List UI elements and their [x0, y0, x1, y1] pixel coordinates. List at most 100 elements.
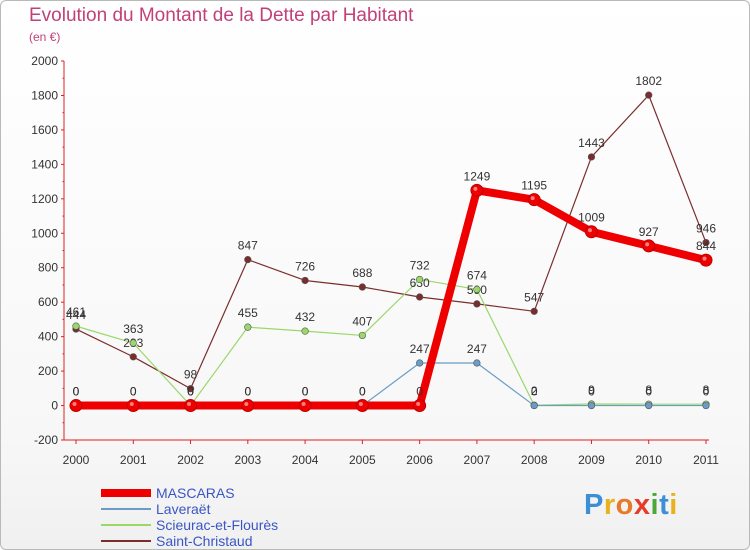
data-label-scieurac-et-flour-s: 0 [187, 385, 194, 399]
legend-swatch-scieurac [101, 524, 151, 526]
legend-item-mascaras: MASCARAS [101, 485, 278, 501]
data-point-highlight-mascaras [358, 402, 363, 407]
y-tick-label: 1400 [31, 157, 58, 171]
data-point-scieurac-et-flour-s [416, 275, 424, 284]
y-tick-label: 400 [38, 330, 58, 344]
data-point-mascaras [355, 399, 369, 413]
data-point-saint-christaud [358, 283, 366, 291]
data-label-mascaras: 0 [359, 385, 366, 399]
x-tick-label: 2000 [63, 453, 90, 467]
legend-item-saint-christaud: Saint-Christaud [101, 533, 278, 549]
data-label-mascaras: 0 [416, 385, 423, 399]
y-tick-label: 1000 [31, 226, 58, 240]
y-tick-label: 200 [38, 364, 58, 378]
data-label-scieurac-et-flour-s: 363 [123, 322, 143, 336]
data-point-scieurac-et-flour-s [358, 331, 366, 340]
data-label-lavera-t: 0 [302, 385, 309, 399]
data-point-highlight-mascaras [416, 402, 421, 407]
data-point-mascaras [298, 399, 312, 413]
data-label-scieurac-et-flour-s: 674 [467, 268, 487, 282]
legend-label-mascaras: MASCARAS [156, 485, 235, 501]
data-point-saint-christaud [702, 238, 710, 247]
data-point-highlight-mascaras [187, 402, 192, 407]
legend-label-saint-christaud: Saint-Christaud [156, 533, 253, 549]
data-label-saint-christaud: 98 [184, 368, 198, 382]
legend-swatch-mascaras [101, 489, 151, 497]
data-label-lavera-t: 0 [244, 385, 251, 399]
y-tick-label: 0 [51, 399, 58, 413]
data-point-mascaras [642, 239, 656, 253]
data-label-lavera-t: 0 [187, 385, 194, 399]
data-label-lavera-t: 0 [703, 385, 710, 399]
legend-label-scieurac: Scieurac-et-Flourès [156, 517, 279, 533]
x-tick-label: 2011 [693, 453, 719, 467]
data-label-scieurac-et-flour-s: 8 [703, 383, 710, 397]
legend-swatch-laveraet [101, 508, 151, 510]
x-tick-label: 2004 [292, 453, 319, 467]
series-line-mascaras [72, 186, 710, 410]
data-point-mascaras [470, 183, 484, 197]
data-point-mascaras [184, 399, 198, 413]
data-point-scieurac-et-flour-s [244, 323, 252, 331]
legend: MASCARAS Laveraët Scieurac-et-Flourès Sa… [101, 485, 278, 549]
data-label-mascaras: 0 [130, 385, 137, 399]
logo-letter: r [603, 489, 616, 521]
data-label-mascaras: 1249 [464, 169, 491, 183]
legend-item-laveraet: Laveraët [101, 501, 278, 517]
data-label-mascaras: 0 [187, 385, 194, 399]
data-label-mascaras: 844 [696, 239, 716, 253]
data-label-lavera-t: 0 [588, 385, 595, 399]
data-label-scieurac-et-flour-s: 2 [531, 384, 538, 398]
data-point-lavera-t [473, 359, 481, 367]
data-point-saint-christaud [416, 293, 424, 301]
data-label-mascaras: 927 [639, 225, 659, 239]
data-point-saint-christaud [645, 91, 653, 99]
data-point-highlight-mascaras [587, 228, 592, 233]
data-point-saint-christaud [244, 256, 252, 264]
series-line-scieurac-et-flour-s [75, 278, 707, 407]
data-label-lavera-t: 0 [130, 385, 137, 399]
data-point-scieurac-et-flour-s [473, 285, 481, 294]
legend-swatch-saint-christaud [101, 540, 151, 542]
data-label-saint-christaud: 847 [238, 239, 258, 253]
data-point-lavera-t [645, 401, 653, 410]
data-label-saint-christaud: 444 [66, 308, 86, 322]
data-point-saint-christaud [186, 385, 195, 393]
data-point-scieurac-et-flour-s [301, 327, 309, 335]
data-point-highlight-mascaras [702, 256, 707, 261]
y-tick-label: 600 [38, 295, 58, 309]
data-point-mascaras [699, 253, 713, 267]
x-tick-label: 2002 [177, 453, 204, 467]
data-point-highlight-mascaras [473, 186, 478, 191]
logo-letter: i [650, 489, 660, 521]
data-point-scieurac-et-flour-s [129, 339, 137, 347]
x-tick-label: 2003 [234, 453, 261, 467]
data-label-saint-christaud: 946 [696, 222, 716, 236]
data-point-mascaras [584, 225, 598, 239]
data-label-lavera-t: 0 [645, 385, 652, 399]
data-label-scieurac-et-flour-s: 8 [645, 383, 652, 397]
data-point-mascaras [69, 399, 83, 413]
data-label-saint-christaud: 1443 [578, 136, 605, 150]
data-point-highlight-mascaras [244, 402, 249, 407]
data-label-saint-christaud: 547 [524, 290, 544, 304]
data-label-lavera-t: 0 [531, 385, 538, 399]
logo-letter: x [633, 489, 651, 521]
data-point-saint-christaud [473, 300, 481, 308]
data-label-lavera-t: 0 [73, 385, 80, 399]
data-label-mascaras: 1009 [578, 211, 605, 225]
data-point-saint-christaud [530, 307, 538, 315]
x-tick-label: 2010 [635, 453, 662, 467]
legend-item-scieurac: Scieurac-et-Flourès [101, 517, 278, 533]
y-tick-label: 1800 [31, 88, 58, 102]
data-label-scieurac-et-flour-s: 407 [352, 314, 372, 328]
x-tick-label: 2005 [349, 453, 376, 467]
data-point-highlight-mascaras [645, 242, 650, 247]
data-point-highlight-mascaras [301, 402, 306, 407]
data-label-saint-christaud: 726 [295, 259, 315, 273]
logo-letter: P [584, 489, 604, 521]
data-point-mascaras [413, 399, 427, 413]
data-label-scieurac-et-flour-s: 732 [410, 258, 430, 272]
data-label-mascaras: 0 [73, 385, 80, 399]
